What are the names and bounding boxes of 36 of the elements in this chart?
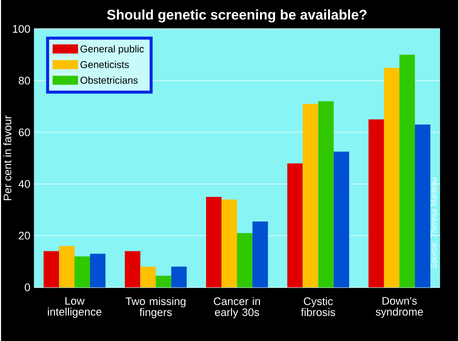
y-tick-label: 40: [18, 180, 30, 188]
bar: [206, 196, 222, 288]
bar: [222, 199, 237, 288]
x-tick-label: Cancer in early 30s: [214, 297, 260, 318]
legend-label: Obstetricians: [80, 76, 138, 84]
bar: [414, 124, 430, 288]
x-tick-label: Low intelligence: [48, 297, 102, 318]
bar: [302, 104, 318, 288]
legend-label: Geneticists: [80, 60, 129, 68]
bar: [334, 152, 350, 288]
y-tick-label: 60: [18, 128, 30, 136]
bar: [399, 54, 415, 288]
y-tick-label: 20: [18, 232, 30, 240]
bar: [384, 68, 400, 288]
y-tick-label: 100: [13, 24, 30, 33]
bar: [90, 254, 106, 288]
chart-title: Should genetic screening be available?: [107, 9, 367, 22]
y-tick-label: 80: [18, 76, 30, 84]
bar: [252, 221, 268, 288]
x-tick-label: Two missing fingers: [126, 297, 186, 318]
bar: [140, 266, 156, 288]
bar: [171, 266, 187, 288]
bar: [236, 232, 252, 288]
bar: [368, 119, 384, 288]
bar: [44, 251, 60, 288]
x-tick-label: Cystic fibrosis: [301, 297, 336, 316]
y-axis-title: Per cent in favour: [3, 115, 12, 200]
bar: [59, 246, 75, 288]
y-tick-label: 0: [24, 283, 30, 292]
bar: [124, 251, 140, 288]
bar: [156, 276, 172, 288]
bar: [318, 101, 334, 288]
bar: [287, 163, 303, 288]
bar: [74, 256, 90, 288]
x-tick-label: Down's syndrome: [376, 297, 423, 318]
legend-label: General public: [80, 45, 144, 54]
